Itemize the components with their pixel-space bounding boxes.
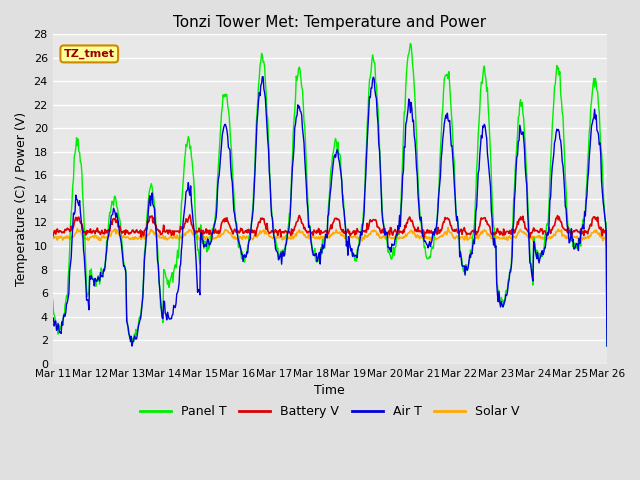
Y-axis label: Temperature (C) / Power (V): Temperature (C) / Power (V) [15,112,28,286]
Legend: Panel T, Battery V, Air T, Solar V: Panel T, Battery V, Air T, Solar V [134,400,525,423]
Title: Tonzi Tower Met: Temperature and Power: Tonzi Tower Met: Temperature and Power [173,15,486,30]
X-axis label: Time: Time [314,384,345,397]
Text: TZ_tmet: TZ_tmet [64,49,115,59]
